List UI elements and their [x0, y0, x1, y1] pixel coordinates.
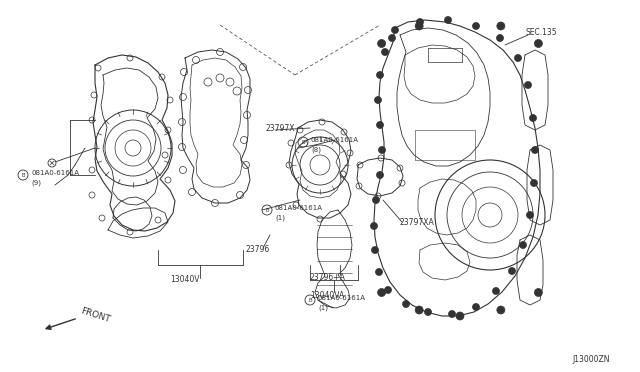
Text: 23796: 23796	[245, 246, 269, 254]
Circle shape	[531, 180, 538, 186]
Circle shape	[388, 35, 396, 42]
Circle shape	[371, 247, 378, 253]
Text: FRONT: FRONT	[80, 306, 112, 324]
Circle shape	[378, 147, 385, 154]
Circle shape	[472, 304, 479, 311]
Circle shape	[493, 288, 499, 295]
Circle shape	[445, 16, 451, 23]
Circle shape	[497, 306, 505, 314]
Circle shape	[371, 222, 378, 230]
Circle shape	[376, 71, 383, 78]
Circle shape	[531, 147, 538, 154]
Circle shape	[376, 171, 383, 179]
Text: J13000ZN: J13000ZN	[573, 356, 610, 365]
Text: B: B	[265, 208, 269, 212]
Circle shape	[372, 196, 380, 203]
Text: 23797XA: 23797XA	[400, 218, 435, 227]
Circle shape	[497, 35, 504, 42]
Text: (8): (8)	[311, 147, 321, 153]
Circle shape	[376, 269, 383, 276]
Circle shape	[403, 301, 410, 308]
Circle shape	[378, 39, 386, 48]
Circle shape	[456, 312, 464, 320]
Circle shape	[424, 308, 431, 315]
Circle shape	[374, 96, 381, 103]
Circle shape	[497, 22, 505, 30]
Text: 23796+A: 23796+A	[310, 273, 346, 282]
Text: B: B	[301, 140, 305, 144]
Circle shape	[529, 115, 536, 122]
Circle shape	[415, 306, 423, 314]
Text: (1): (1)	[275, 215, 285, 221]
Text: 081A0-6161A: 081A0-6161A	[311, 137, 359, 143]
Circle shape	[381, 48, 388, 55]
Text: B: B	[21, 173, 25, 177]
Text: 081A0-6161A: 081A0-6161A	[31, 170, 79, 176]
Text: 13040VA: 13040VA	[310, 291, 344, 299]
Circle shape	[385, 286, 392, 294]
Circle shape	[525, 81, 531, 89]
Circle shape	[376, 122, 383, 128]
Text: SEC.135: SEC.135	[526, 28, 557, 36]
Circle shape	[520, 241, 527, 248]
Circle shape	[378, 289, 386, 296]
Text: 081A0-6161A: 081A0-6161A	[275, 205, 323, 211]
Circle shape	[534, 39, 542, 48]
Text: (1): (1)	[318, 305, 328, 311]
Circle shape	[509, 267, 515, 275]
Text: 081A0-6161A: 081A0-6161A	[318, 295, 366, 301]
Circle shape	[472, 22, 479, 29]
Circle shape	[534, 289, 542, 296]
Text: 13040V: 13040V	[170, 276, 200, 285]
Circle shape	[415, 22, 423, 30]
Circle shape	[417, 19, 424, 26]
Circle shape	[392, 26, 399, 33]
Text: B: B	[308, 298, 312, 302]
Text: 23797X: 23797X	[266, 124, 296, 132]
Circle shape	[527, 212, 534, 218]
Circle shape	[449, 311, 456, 317]
Text: (9): (9)	[31, 180, 41, 186]
Circle shape	[515, 55, 522, 61]
